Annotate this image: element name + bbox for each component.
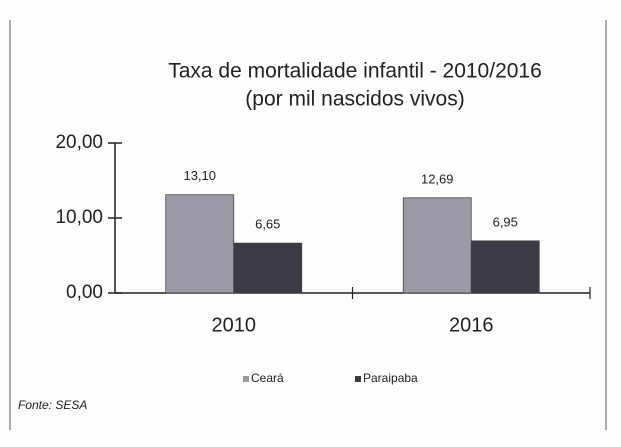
- bar: [233, 242, 303, 294]
- legend-swatch: [355, 376, 361, 382]
- bar: [165, 194, 235, 294]
- bar: [470, 240, 540, 294]
- y-tick-label: 10,00: [55, 207, 103, 228]
- chart-title: Taxa de mortalidade infantil - 2010/2016: [168, 60, 542, 83]
- x-tick-label: 2016: [449, 314, 494, 336]
- source-note: Fonte: SESA: [18, 398, 87, 412]
- x-tick-label: 2010: [212, 314, 257, 336]
- value-label: 6,65: [255, 217, 280, 232]
- chart-subtitle: (por mil nascidos vivos): [245, 88, 464, 111]
- bar: [402, 197, 472, 294]
- legend-label: Ceará: [251, 371, 284, 385]
- value-label: 6,95: [493, 214, 518, 229]
- y-tick-label: 20,00: [55, 132, 103, 153]
- y-tick-label: 0,00: [66, 282, 103, 303]
- value-label: 12,69: [421, 171, 454, 186]
- legend-label: Paraipaba: [363, 371, 418, 385]
- value-label: 13,10: [183, 168, 216, 183]
- legend-swatch: [243, 376, 249, 382]
